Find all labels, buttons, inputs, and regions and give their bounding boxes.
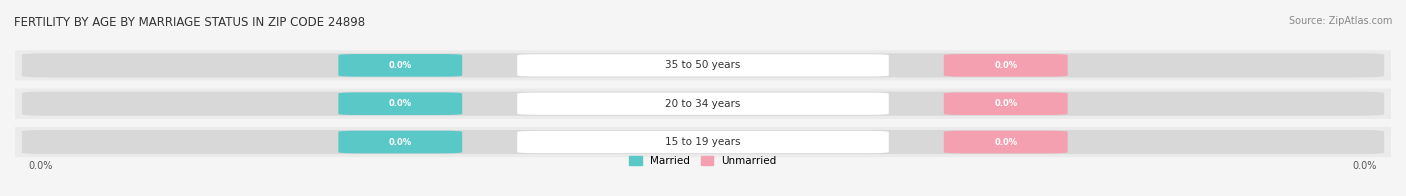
Text: 15 to 19 years: 15 to 19 years [665, 137, 741, 147]
FancyBboxPatch shape [15, 50, 1391, 81]
FancyBboxPatch shape [517, 54, 889, 76]
FancyBboxPatch shape [517, 131, 889, 153]
Text: 35 to 50 years: 35 to 50 years [665, 60, 741, 70]
Text: 0.0%: 0.0% [28, 161, 53, 171]
Text: 0.0%: 0.0% [388, 138, 412, 147]
FancyBboxPatch shape [943, 54, 1067, 77]
Text: 20 to 34 years: 20 to 34 years [665, 99, 741, 109]
Text: 0.0%: 0.0% [388, 99, 412, 108]
FancyBboxPatch shape [943, 92, 1067, 115]
Text: 0.0%: 0.0% [388, 61, 412, 70]
FancyBboxPatch shape [517, 93, 889, 115]
Text: 0.0%: 0.0% [1353, 161, 1378, 171]
FancyBboxPatch shape [22, 130, 1384, 154]
FancyBboxPatch shape [22, 92, 1384, 116]
Text: 0.0%: 0.0% [994, 61, 1018, 70]
Text: 0.0%: 0.0% [994, 99, 1018, 108]
FancyBboxPatch shape [339, 54, 463, 77]
FancyBboxPatch shape [943, 131, 1067, 153]
FancyBboxPatch shape [15, 127, 1391, 157]
FancyBboxPatch shape [339, 131, 463, 153]
Text: FERTILITY BY AGE BY MARRIAGE STATUS IN ZIP CODE 24898: FERTILITY BY AGE BY MARRIAGE STATUS IN Z… [14, 16, 366, 29]
Text: 0.0%: 0.0% [994, 138, 1018, 147]
FancyBboxPatch shape [15, 89, 1391, 119]
Legend: Married, Unmarried: Married, Unmarried [626, 152, 780, 170]
Text: Source: ZipAtlas.com: Source: ZipAtlas.com [1288, 16, 1392, 26]
FancyBboxPatch shape [22, 53, 1384, 77]
FancyBboxPatch shape [339, 92, 463, 115]
